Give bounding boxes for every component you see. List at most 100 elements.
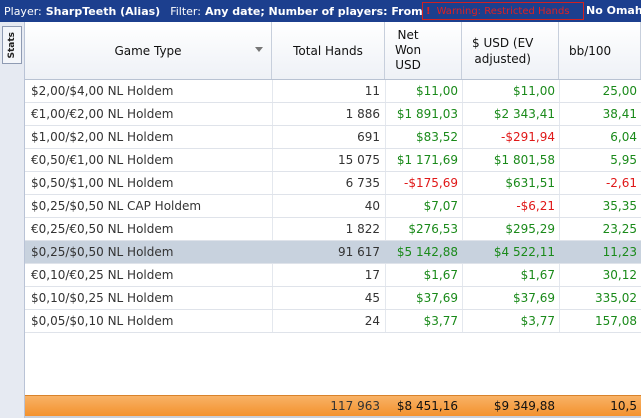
bb100-cell: 25,00: [602, 84, 637, 98]
column-header-total-hands-label: Total Hands: [293, 43, 363, 58]
table-row[interactable]: $0,10/$0,25 NL Holdem 45 $37,69 $37,69 335,0…: [25, 287, 641, 310]
player-value[interactable]: SharpTeeth (Alias): [45, 4, 161, 18]
table-row[interactable]: €0,25/€0,50 NL Holdem 1 822 $276,53 $295,29…: [25, 218, 641, 241]
totals-row: 117 963 $8 451,16 $9 349,88 10,5: [25, 395, 641, 417]
game-type-cell: $0,25/$0,50 NL CAP Holdem: [31, 199, 202, 213]
bb100-cell: 6,04: [610, 130, 637, 144]
total-hands-cell: 15 075: [338, 153, 380, 167]
ev-adjusted-cell: $631,51: [505, 176, 555, 190]
game-type-cell: $0,05/$0,10 NL Holdem: [31, 314, 174, 328]
grid-header: Game Type Total Hands Net Won USD $ USD …: [25, 22, 641, 80]
dropdown-arrow-icon[interactable]: [255, 47, 263, 52]
table-row[interactable]: €1,00/€2,00 NL Holdem 1 886 $1 891,03 $2 34…: [25, 103, 641, 126]
filter-label: Filter:: [170, 4, 201, 18]
exclamation-icon: !: [426, 5, 431, 17]
column-divider: [385, 80, 386, 333]
bb100-cell: 38,41: [602, 107, 637, 121]
column-divider: [462, 80, 463, 333]
column-divider: [272, 80, 273, 333]
ev-adjusted-cell: -$6,21: [516, 199, 555, 213]
bb100-cell: -2,61: [605, 176, 637, 190]
game-type-cell: $0,50/$1,00 NL Holdem: [31, 176, 174, 190]
total-hands-cell: 40: [364, 199, 380, 213]
net-won-cell: $5 142,88: [396, 245, 458, 259]
ev-adjusted-cell: -$291,94: [501, 130, 555, 144]
bb100-cell: 157,08: [595, 314, 637, 328]
player-label: Player:: [4, 4, 42, 18]
total-hands-cell: 17: [364, 268, 380, 282]
total-hands-cell: 6 735: [345, 176, 380, 190]
net-won-label-line1: Net: [397, 28, 419, 42]
net-won-cell: $83,52: [416, 130, 458, 144]
column-divider: [559, 80, 560, 333]
ev-adjusted-cell: $295,29: [505, 222, 555, 236]
table-row[interactable]: $2,00/$4,00 NL Holdem 11 $11,00 $11,00 25,00: [25, 80, 641, 103]
bb100-cell: 35,35: [602, 199, 637, 213]
column-header-game-type-label: Game Type: [114, 43, 182, 58]
net-won-cell: $11,00: [416, 84, 458, 98]
ev-adjusted-cell: $1,67: [520, 268, 555, 282]
column-header-game-type[interactable]: Game Type: [25, 22, 272, 79]
total-hands-cell: 91 617: [338, 245, 380, 259]
game-type-cell: €0,25/€0,50 NL Holdem: [31, 222, 174, 236]
table-row[interactable]: $0,25/$0,50 NL Holdem 91 617 $5 142,88 $4 5…: [25, 241, 641, 264]
bb100-cell: 335,02: [595, 291, 637, 305]
ev-adjusted-cell: $2 343,41: [493, 107, 555, 121]
restricted-hands-warning[interactable]: ! Warning: Restricted Hands: [422, 2, 584, 20]
total-hands-cell: 45: [364, 291, 380, 305]
table-row[interactable]: €0,10/€0,25 NL Holdem 17 $1,67 $1,67 30,12: [25, 264, 641, 287]
game-type-cell: $0,10/$0,25 NL Holdem: [31, 291, 174, 305]
net-won-label-line2: Won: [395, 43, 422, 57]
total-ev-adjusted: $9 349,88: [493, 399, 555, 413]
net-won-cell: $37,69: [416, 291, 458, 305]
table-row[interactable]: $0,05/$0,10 NL Holdem 24 $3,77 $3,77 157,08: [25, 310, 641, 333]
table-row[interactable]: $1,00/$2,00 NL Holdem 691 $83,52 -$291,94 6,…: [25, 126, 641, 149]
table-row[interactable]: €0,50/€1,00 NL Holdem 15 075 $1 171,69 $1 8…: [25, 149, 641, 172]
game-type-cell: $2,00/$4,00 NL Holdem: [31, 84, 174, 98]
filter-value[interactable]: Any date; Number of players: From 2 to 2: [204, 4, 463, 18]
net-won-cell: $1 171,69: [396, 153, 458, 167]
total-hands-cell: 1 822: [345, 222, 380, 236]
bb100-cell: 30,12: [602, 268, 637, 282]
stats-tab[interactable]: Stats: [2, 26, 22, 64]
bb100-cell: 5,95: [610, 153, 637, 167]
ev-adjusted-cell: $4 522,11: [493, 245, 555, 259]
warning-text: Warning: Restricted Hands: [436, 5, 570, 17]
column-header-total-hands[interactable]: Total Hands: [272, 22, 385, 79]
net-won-cell: $1 891,03: [396, 107, 458, 121]
game-filter-label: No Omaha: [586, 4, 641, 17]
total-hands-cell: 11: [364, 84, 380, 98]
side-tab-strip: Stats: [0, 22, 25, 418]
column-header-bb100[interactable]: bb/100: [559, 22, 641, 79]
game-type-cell: $0,25/$0,50 NL Holdem: [31, 245, 174, 259]
total-hands: 117 963: [330, 399, 380, 413]
ev-label-line2: adjusted): [474, 51, 531, 66]
total-hands-cell: 691: [357, 130, 380, 144]
ev-adjusted-cell: $37,69: [513, 291, 555, 305]
net-won-label-line3: USD: [395, 58, 421, 72]
game-type-cell: €0,10/€0,25 NL Holdem: [31, 268, 174, 282]
ev-label-line1: $ USD (EV: [472, 35, 534, 50]
ev-adjusted-cell: $3,77: [520, 314, 555, 328]
column-header-bb100-label: bb/100: [569, 43, 612, 58]
game-type-cell: €1,00/€2,00 NL Holdem: [31, 107, 174, 121]
net-won-cell: $1,67: [423, 268, 458, 282]
grid-body: $2,00/$4,00 NL Holdem 11 $11,00 $11,00 25,00…: [25, 80, 641, 333]
total-bb100: 10,5: [610, 399, 637, 413]
total-hands-cell: 24: [364, 314, 380, 328]
total-hands-cell: 1 886: [345, 107, 380, 121]
net-won-cell: $7,07: [423, 199, 458, 213]
table-row[interactable]: $0,50/$1,00 NL Holdem 6 735 -$175,69 $631,5…: [25, 172, 641, 195]
table-row[interactable]: $0,25/$0,50 NL CAP Holdem 40 $7,07 -$6,21 35…: [25, 195, 641, 218]
bb100-cell: 11,23: [602, 245, 637, 259]
horizontal-scrollbar[interactable]: [25, 416, 641, 418]
net-won-cell: $3,77: [423, 314, 458, 328]
column-header-net-won[interactable]: Net Won USD: [385, 22, 462, 79]
bb100-cell: 23,25: [602, 222, 637, 236]
ev-adjusted-cell: $11,00: [513, 84, 555, 98]
stats-tab-label: Stats: [7, 31, 17, 59]
net-won-cell: $276,53: [408, 222, 458, 236]
column-header-ev-adjusted[interactable]: $ USD (EV adjusted): [462, 22, 559, 79]
net-won-cell: -$175,69: [404, 176, 458, 190]
game-type-cell: $1,00/$2,00 NL Holdem: [31, 130, 174, 144]
